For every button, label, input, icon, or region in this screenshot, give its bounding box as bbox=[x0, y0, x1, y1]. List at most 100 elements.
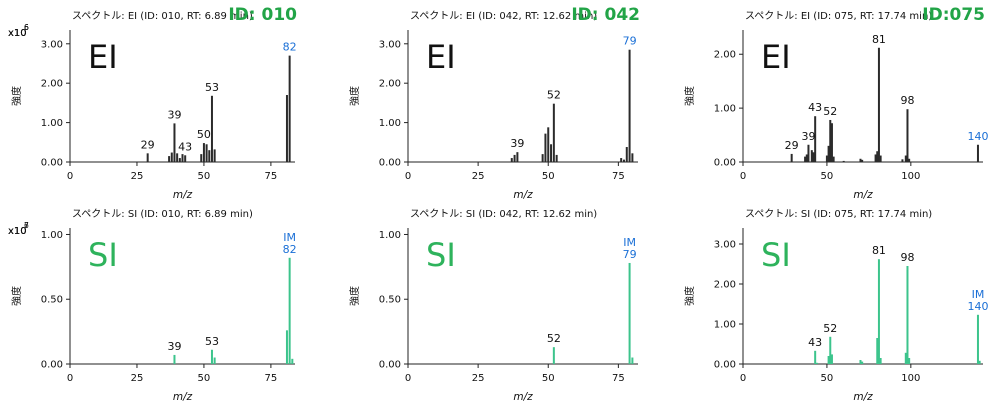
peak-bar-mz-80 bbox=[876, 338, 879, 364]
peak-label: 39 bbox=[167, 340, 181, 353]
spectrum-panel-1: スペクトル: EI (ID: 010, RT: 6.89 min)ID: 010… bbox=[8, 5, 297, 201]
peak-bar-mz-82 bbox=[879, 358, 882, 364]
peak-bar-mz-71 bbox=[861, 159, 864, 162]
peak-bar-mz-29 bbox=[146, 153, 149, 162]
peak-bar-mz-49 bbox=[544, 133, 547, 162]
peak-label: 81 bbox=[872, 244, 886, 257]
peak-bar-mz-50 bbox=[825, 155, 828, 162]
peak-bar-mz-78 bbox=[625, 147, 628, 162]
panel-title: スペクトル: EI (ID: 010, RT: 6.89 min) bbox=[72, 10, 253, 22]
peak-label: 53 bbox=[205, 335, 219, 348]
x-tick-label: 0 bbox=[740, 171, 746, 182]
peak-bar-mz-80 bbox=[631, 153, 634, 162]
peak-bar-mz-97 bbox=[904, 352, 907, 364]
peak-label: 43 bbox=[178, 140, 192, 153]
y-axis-label: 強度 bbox=[683, 86, 696, 106]
peak-bar-mz-44 bbox=[815, 362, 818, 364]
y-tick-label: 2.00 bbox=[379, 79, 401, 90]
peak-bar-mz-70 bbox=[859, 158, 862, 162]
intensity-multiplier: x10 bbox=[8, 28, 27, 39]
peak-bar-mz-97 bbox=[904, 155, 907, 162]
id-tag: ID: 042 bbox=[571, 5, 640, 25]
peak-bar-mz-51 bbox=[205, 144, 208, 162]
peak-label: 39 bbox=[167, 108, 181, 121]
peak-bar-mz-54 bbox=[832, 156, 835, 162]
peak-bar-mz-53 bbox=[830, 354, 833, 364]
x-tick-label: 50 bbox=[542, 373, 555, 384]
peak-bar-mz-81 bbox=[877, 259, 880, 364]
method-label: EI bbox=[426, 38, 456, 76]
y-tick-label: 2.00 bbox=[714, 50, 736, 61]
peak-label: 43 bbox=[808, 101, 822, 114]
peak-bar-mz-43 bbox=[814, 116, 817, 162]
intensity-multiplier: x10 bbox=[8, 226, 27, 237]
peak-bar-mz-51 bbox=[827, 145, 830, 162]
x-tick-label: 75 bbox=[265, 373, 278, 384]
peak-bar-mz-29 bbox=[790, 153, 793, 162]
peak-bar-mz-41 bbox=[178, 158, 181, 162]
peak-bar-mz-54 bbox=[213, 149, 216, 162]
peak-bar-mz-38 bbox=[805, 154, 808, 162]
peak-bar-mz-99 bbox=[908, 358, 911, 364]
peak-bar-mz-98 bbox=[906, 109, 909, 162]
intensity-multiplier: x10 bbox=[8, 226, 27, 237]
peak-label: 82 bbox=[283, 41, 297, 54]
peak-bar-mz-42 bbox=[812, 152, 815, 162]
peak-bar-mz-81 bbox=[285, 330, 288, 364]
peak-label: 50 bbox=[197, 128, 211, 141]
peak-bar-mz-80 bbox=[876, 151, 879, 162]
peak-bar-mz-39 bbox=[807, 144, 810, 162]
peak-label: 52 bbox=[547, 332, 561, 345]
x-tick-label: 75 bbox=[265, 171, 278, 182]
intensity-exponent: 6 bbox=[24, 23, 29, 32]
y-tick-label: 0.50 bbox=[41, 295, 63, 306]
y-tick-label: 1.00 bbox=[41, 118, 63, 129]
x-tick-label: 0 bbox=[405, 171, 411, 182]
peak-bar-mz-80 bbox=[631, 357, 634, 364]
peak-bar-mz-50 bbox=[547, 127, 550, 162]
peak-bar-mz-42 bbox=[181, 154, 184, 162]
peak-bar-mz-81 bbox=[285, 95, 288, 162]
peak-bar-mz-49 bbox=[200, 154, 203, 162]
peak-bar-mz-52 bbox=[552, 103, 555, 162]
peak-label: 140 bbox=[967, 300, 988, 313]
peak-bar-mz-53 bbox=[830, 123, 833, 162]
peak-bar-mz-40 bbox=[176, 153, 179, 162]
method-label: SI bbox=[88, 236, 118, 274]
x-axis-label: m/z bbox=[513, 391, 533, 403]
peak-bar-mz-39 bbox=[516, 152, 519, 162]
method-label: EI bbox=[88, 38, 118, 76]
peak-bar-mz-82 bbox=[879, 155, 882, 162]
peak-bar-mz-38 bbox=[170, 152, 173, 162]
spectrum-panel-3: スペクトル: EI (ID: 075, RT: 17.74 min)ID:075… bbox=[8, 5, 988, 201]
y-tick-label: 2.00 bbox=[714, 280, 736, 291]
peak-bar-mz-141 bbox=[978, 360, 981, 364]
x-tick-label: 25 bbox=[131, 171, 144, 182]
peak-bar-mz-37 bbox=[510, 158, 513, 162]
peak-bar-mz-81 bbox=[877, 47, 880, 163]
y-axis-label: 強度 bbox=[10, 86, 23, 106]
y-tick-label: 1.00 bbox=[41, 230, 63, 241]
x-tick-label: 0 bbox=[67, 171, 73, 182]
y-tick-label: 1.00 bbox=[714, 104, 736, 115]
intensity-exponent: 6 bbox=[24, 23, 29, 32]
x-tick-label: 50 bbox=[542, 171, 555, 182]
x-tick-label: 75 bbox=[612, 171, 625, 182]
peak-label: 53 bbox=[205, 81, 219, 94]
y-tick-label: 0.50 bbox=[379, 295, 401, 306]
peak-label: 98 bbox=[900, 94, 914, 107]
peak-label: 140 bbox=[967, 130, 988, 143]
peak-label: 79 bbox=[623, 248, 637, 261]
y-tick-label: 3.00 bbox=[379, 39, 401, 50]
peak-bar-mz-54 bbox=[213, 357, 216, 364]
peak-label: 43 bbox=[808, 336, 822, 349]
peak-label: IM bbox=[283, 231, 296, 244]
peak-bar-mz-53 bbox=[555, 154, 558, 162]
y-axis-label: 強度 bbox=[10, 286, 23, 306]
peak-bar-mz-60 bbox=[842, 160, 845, 162]
peak-label: 81 bbox=[872, 33, 886, 46]
intensity-exponent: 7 bbox=[24, 221, 29, 230]
